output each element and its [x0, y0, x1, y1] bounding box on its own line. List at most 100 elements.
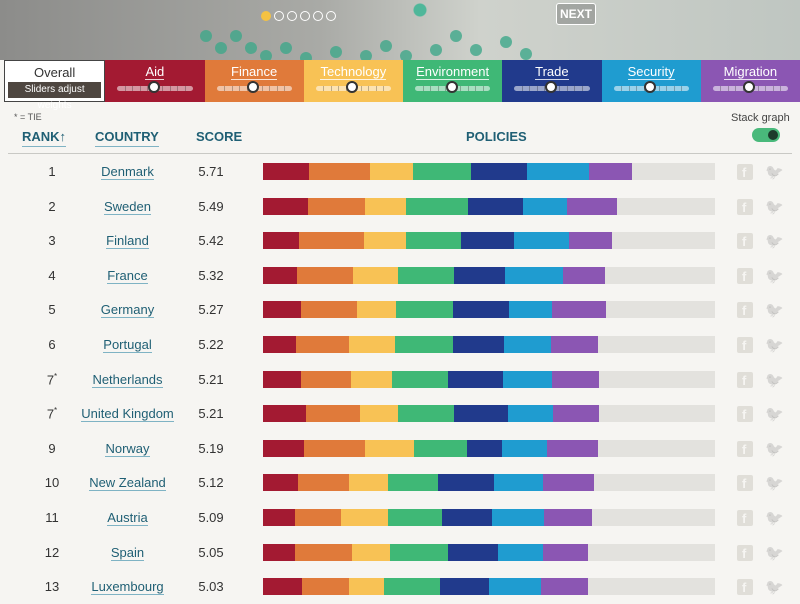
policy-segment-migration[interactable]: [567, 197, 618, 215]
policy-segment-migration[interactable]: [552, 370, 600, 388]
country-link[interactable]: Portugal: [103, 337, 152, 353]
carousel-dot[interactable]: [287, 11, 297, 21]
policy-segment-trade[interactable]: [439, 578, 489, 596]
policy-segment-migration[interactable]: [552, 301, 606, 319]
country-link[interactable]: Luxembourg: [91, 579, 164, 596]
policy-segment-aid[interactable]: [263, 301, 302, 319]
facebook-share-icon[interactable]: f: [737, 475, 753, 492]
policy-segment-trade[interactable]: [448, 543, 498, 561]
country-link[interactable]: Sweden: [104, 198, 151, 215]
twitter-share-icon[interactable]: 🐦: [765, 406, 784, 424]
policy-segment-security[interactable]: [494, 474, 543, 492]
carousel-dot[interactable]: [261, 11, 271, 21]
policy-segment-aid[interactable]: [263, 405, 306, 423]
policy-segment-technology[interactable]: [341, 509, 389, 526]
policy-segment-migration[interactable]: [550, 336, 599, 353]
policy-segment-aid[interactable]: [263, 543, 295, 561]
policy-segment-technology[interactable]: [348, 336, 395, 353]
facebook-share-icon[interactable]: f: [737, 233, 753, 250]
policy-segment-trade[interactable]: [467, 439, 502, 457]
policy-segment-technology[interactable]: [348, 474, 389, 492]
policy-segment-finance[interactable]: [297, 266, 354, 284]
policy-segment-finance[interactable]: [301, 578, 349, 596]
policy-segment-aid[interactable]: [263, 266, 298, 284]
policy-segment-security[interactable]: [498, 543, 543, 561]
policy-segment-finance[interactable]: [294, 543, 353, 561]
slider-knob[interactable]: [346, 81, 359, 93]
country-header[interactable]: COUNTRY: [95, 129, 159, 147]
policy-segment-migration[interactable]: [541, 578, 588, 596]
twitter-share-icon[interactable]: 🐦: [765, 510, 784, 527]
policy-segment-migration[interactable]: [552, 405, 600, 423]
policy-segment-security[interactable]: [504, 336, 551, 353]
policy-segment-finance[interactable]: [307, 197, 365, 215]
policy-segment-finance[interactable]: [305, 405, 360, 423]
facebook-share-icon[interactable]: f: [737, 371, 753, 388]
policy-segment-trade[interactable]: [437, 474, 495, 492]
policy-segment-security[interactable]: [505, 266, 563, 284]
weight-slider[interactable]: [613, 81, 689, 93]
policy-segment-trade[interactable]: [447, 370, 504, 388]
slider-knob[interactable]: [147, 81, 160, 93]
policy-segment-aid[interactable]: [263, 370, 302, 388]
twitter-share-icon[interactable]: 🐦: [765, 164, 784, 181]
policy-segment-security[interactable]: [508, 405, 553, 423]
tab-migration[interactable]: Migration: [700, 60, 800, 102]
policy-segment-technology[interactable]: [352, 543, 391, 561]
policy-segment-trade[interactable]: [470, 163, 528, 180]
twitter-share-icon[interactable]: 🐦: [765, 337, 784, 354]
policy-segment-technology[interactable]: [353, 266, 398, 284]
facebook-share-icon[interactable]: f: [737, 510, 753, 526]
twitter-share-icon[interactable]: 🐦: [765, 475, 784, 493]
policy-segment-environment[interactable]: [388, 474, 438, 492]
policy-segment-aid[interactable]: [263, 578, 302, 596]
facebook-share-icon[interactable]: f: [737, 164, 753, 180]
policy-segment-environment[interactable]: [390, 543, 449, 561]
policy-segment-aid[interactable]: [263, 232, 300, 250]
policy-segment-environment[interactable]: [405, 197, 468, 215]
policy-segment-aid[interactable]: [263, 336, 296, 353]
country-link[interactable]: Spain: [110, 544, 145, 561]
policy-segment-finance[interactable]: [297, 474, 349, 492]
policy-segment-technology[interactable]: [365, 439, 415, 457]
policy-segment-environment[interactable]: [397, 266, 455, 284]
tab-technology[interactable]: Technology: [303, 60, 403, 102]
policy-segment-environment[interactable]: [394, 336, 453, 353]
policy-segment-environment[interactable]: [414, 439, 467, 457]
facebook-share-icon[interactable]: f: [737, 337, 753, 353]
weight-slider[interactable]: [415, 81, 491, 93]
policy-segment-finance[interactable]: [304, 439, 365, 457]
twitter-share-icon[interactable]: 🐦: [765, 371, 784, 389]
policy-segment-aid[interactable]: [263, 163, 309, 180]
policy-segment-trade[interactable]: [461, 232, 514, 250]
facebook-share-icon[interactable]: f: [737, 579, 753, 596]
policy-segment-technology[interactable]: [365, 197, 406, 215]
twitter-share-icon[interactable]: 🐦: [765, 579, 784, 597]
policy-segment-aid[interactable]: [263, 509, 296, 526]
policy-segment-aid[interactable]: [263, 474, 298, 492]
policy-segment-finance[interactable]: [295, 336, 349, 353]
slider-knob[interactable]: [445, 81, 458, 93]
next-button[interactable]: NEXT: [556, 3, 596, 25]
facebook-share-icon[interactable]: f: [737, 440, 753, 457]
slider-knob[interactable]: [644, 81, 657, 93]
twitter-share-icon[interactable]: 🐦: [765, 440, 784, 458]
policy-segment-security[interactable]: [522, 197, 568, 215]
policy-segment-technology[interactable]: [356, 301, 396, 319]
policy-segment-migration[interactable]: [543, 509, 592, 526]
facebook-share-icon[interactable]: f: [737, 544, 753, 561]
weight-slider[interactable]: [216, 81, 292, 93]
weight-slider[interactable]: [315, 81, 391, 93]
weight-slider[interactable]: [514, 81, 590, 93]
slider-knob[interactable]: [544, 81, 557, 93]
policy-segment-security[interactable]: [488, 578, 542, 596]
country-link[interactable]: Denmark: [101, 164, 154, 180]
policy-segment-finance[interactable]: [295, 509, 342, 526]
weight-slider[interactable]: [117, 81, 193, 93]
country-link[interactable]: United Kingdom: [81, 406, 174, 423]
tab-security[interactable]: Security: [601, 60, 701, 102]
policy-segment-environment[interactable]: [397, 405, 455, 423]
policy-segment-technology[interactable]: [348, 578, 384, 596]
policy-segment-migration[interactable]: [562, 266, 606, 284]
policy-segment-trade[interactable]: [454, 405, 509, 423]
